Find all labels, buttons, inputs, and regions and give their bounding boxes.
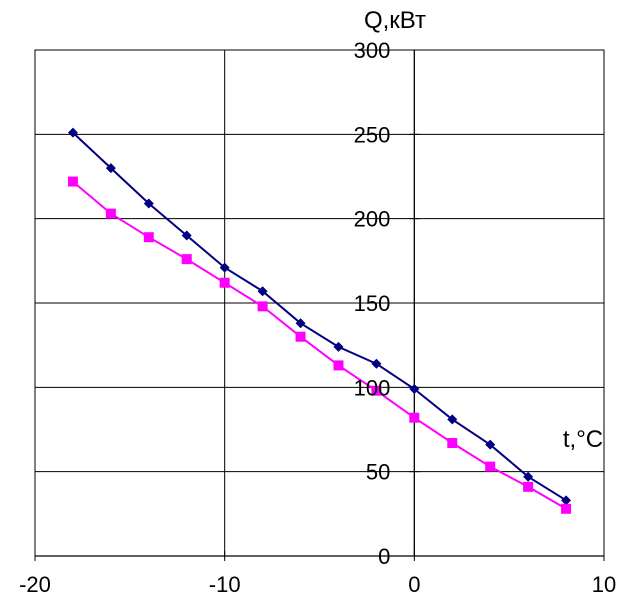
data-point-series-1 (485, 439, 496, 450)
series-layer (67, 127, 572, 514)
x-axis-title: t,°C (563, 426, 603, 453)
grid-layer (34, 49, 605, 557)
data-point-series-1 (143, 198, 154, 209)
data-point-series-1 (295, 318, 306, 329)
data-point-series-2 (295, 331, 306, 342)
data-point-series-2 (181, 254, 192, 265)
data-point-series-2 (143, 232, 154, 243)
data-point-series-1 (333, 341, 344, 352)
data-point-series-2 (523, 481, 534, 492)
data-point-series-1 (371, 358, 382, 369)
x-tick-label: -10 (209, 572, 241, 597)
data-point-series-1 (447, 414, 458, 425)
data-point-series-1 (181, 230, 192, 241)
data-point-series-2 (67, 176, 78, 187)
tick-label-layer: 0 50 100 150 200 250 300 -20 -10 0 10 (19, 38, 616, 597)
data-point-series-1 (561, 495, 572, 506)
x-tick-label: -20 (19, 572, 51, 597)
y-tick-label: 100 (354, 375, 391, 400)
x-tick-label: 0 (408, 572, 420, 597)
data-point-series-2 (333, 360, 344, 371)
y-axis-title: Q,кВт (364, 7, 426, 34)
data-point-series-1 (219, 262, 230, 273)
y-tick-label: 0 (378, 544, 390, 569)
y-tick-label: 150 (354, 291, 391, 316)
y-tick-label: 50 (366, 460, 390, 485)
series-line-1 (72, 131, 567, 502)
data-point-series-2 (447, 437, 458, 448)
data-point-series-1 (409, 384, 420, 395)
data-point-series-2 (257, 301, 268, 312)
series-line-2 (72, 180, 567, 510)
data-point-series-2 (105, 208, 116, 219)
data-point-series-1 (67, 127, 78, 138)
data-point-series-2 (409, 412, 420, 423)
data-point-series-2 (485, 461, 496, 472)
data-point-series-2 (219, 277, 230, 288)
axis-layer (34, 49, 605, 561)
y-tick-label: 300 (354, 38, 391, 63)
y-tick-label: 250 (354, 122, 391, 147)
x-tick-label: 10 (592, 572, 616, 597)
data-point-series-1 (523, 471, 534, 482)
data-point-series-1 (257, 286, 268, 297)
y-tick-label: 200 (354, 207, 391, 232)
data-point-series-2 (371, 385, 382, 396)
data-point-series-2 (561, 503, 572, 514)
data-point-series-1 (105, 163, 116, 174)
